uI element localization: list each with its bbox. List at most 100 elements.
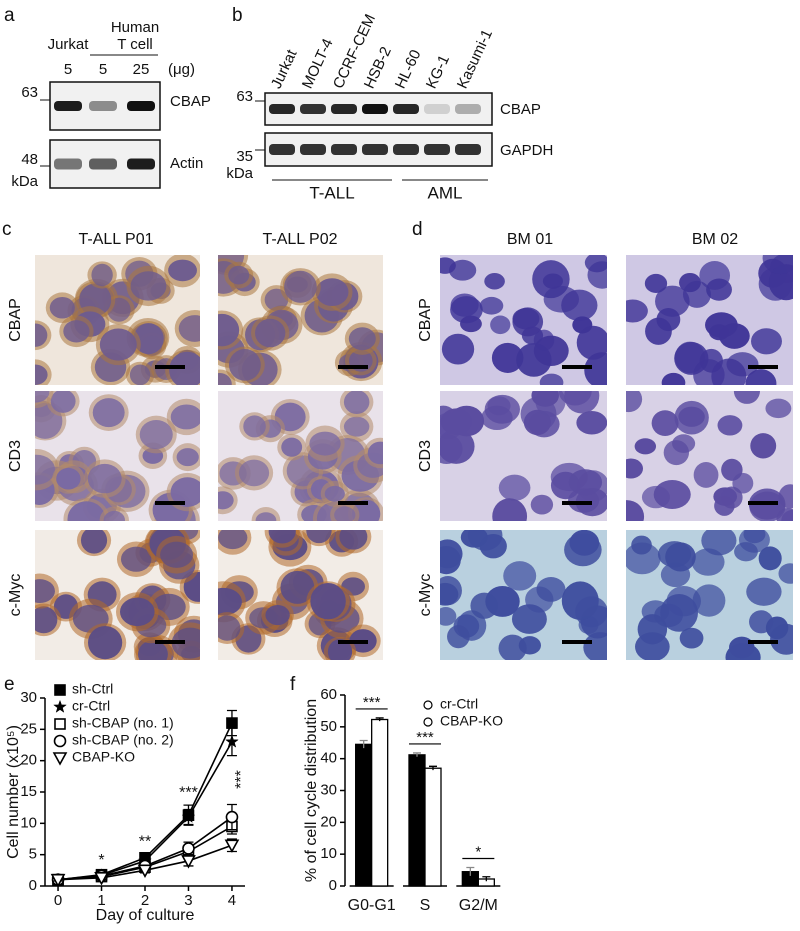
nucleus [660,594,698,632]
nucleus [626,299,648,323]
nucleus [129,364,151,385]
nucleus [717,415,743,436]
panel-label: a [4,5,15,26]
legend-label: sh-CBAP (no. 2) [72,732,174,748]
x-tick-label: S [420,897,431,914]
micrograph [218,530,383,660]
bar [424,767,442,887]
nucleus [692,584,726,617]
point [54,718,66,730]
nucleus [324,485,345,502]
panel-label: d [412,219,423,240]
protein-label: Actin [170,155,203,172]
y-tick-label: 5 [29,846,37,863]
micrograph [218,391,383,521]
nucleus [655,285,690,317]
nucleus [50,391,76,413]
band [269,104,295,114]
band [362,144,388,155]
y-tick-label: 20 [320,813,337,830]
nucleus [751,328,782,355]
y-axis-label: % of cell cycle distribution [303,699,320,882]
nucleus [218,313,240,347]
nucleus [679,627,704,649]
nucleus [539,373,564,385]
nucleus [484,273,505,290]
point [52,752,68,766]
band [362,104,388,114]
y-tick-label: 50 [320,718,337,735]
nucleus [770,623,793,655]
nucleus [732,472,754,494]
nucleus [243,415,266,438]
row-label: CD3 [417,440,434,472]
nucleus [280,570,315,604]
nucleus [91,263,113,287]
nucleus [87,626,123,660]
nucleus [558,391,592,406]
point [137,864,153,879]
point [50,873,66,888]
band [89,158,117,170]
nucleus [460,315,482,333]
band [54,101,82,111]
nucleus [561,581,599,620]
y-tick-label: 40 [320,750,337,767]
nucleus [133,323,164,355]
sample-label: Human [111,19,159,36]
column-label: BM 02 [692,231,738,248]
nucleus [584,352,607,385]
row-label: CBAP [7,298,24,342]
marker-label: 48 [21,151,38,168]
nucleus [492,498,528,521]
point [181,855,196,869]
panel-label: b [232,5,243,26]
nucleus [218,615,241,641]
nucleus [35,364,48,385]
bar [355,743,373,887]
panel-label: f [290,674,296,695]
column-label: T-ALL P01 [78,231,153,248]
point [182,842,195,855]
nucleus [120,546,152,572]
nucleus [657,541,692,568]
y-tick-label: 20 [20,752,37,769]
nucleus [334,506,356,521]
nucleus [543,285,580,313]
nucleus [576,411,607,435]
nucleus [693,462,719,488]
nucleus [542,273,563,289]
nucleus [63,320,90,343]
nucleus [626,500,645,521]
nucleus [713,487,738,506]
row-label: c-Myc [7,574,24,617]
nucleus [726,352,759,377]
nucleus [491,342,524,373]
nucleus [641,485,670,509]
micrograph [35,255,200,385]
band [331,104,357,114]
nucleus [635,632,670,660]
nucleus [661,372,686,385]
band [393,144,419,155]
band [424,104,450,114]
nucleus [758,546,782,571]
y-tick-label: 60 [320,686,337,703]
significance: *** [416,729,434,746]
nucleus [103,510,125,521]
nucleus [626,391,643,413]
nucleus [281,437,303,457]
nucleus [171,627,200,659]
lane-label: HSB-2 [361,44,395,91]
x-tick-label: G2/M [459,897,498,914]
micrograph [626,530,793,660]
point [225,734,239,748]
nucleus [749,610,774,634]
nucleus [530,494,554,515]
nucleus [660,562,691,588]
legend-label: cr-Ctrl [72,698,110,714]
y-tick-label: 15 [20,783,37,800]
nucleus [470,592,499,619]
nucleus [531,391,559,407]
